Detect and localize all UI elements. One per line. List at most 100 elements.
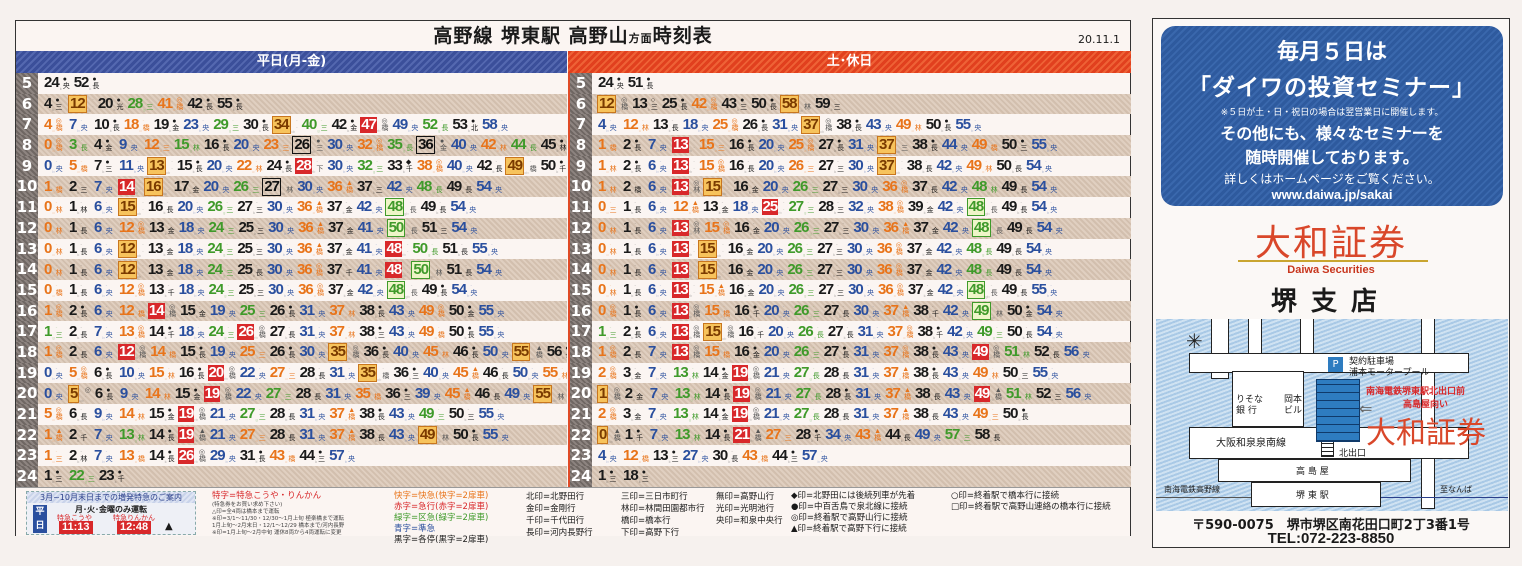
departure-minute: 14: [150, 343, 166, 361]
departure: 44 g - 長: [510, 137, 537, 153]
destination-code: 三: [784, 435, 792, 443]
departure-marks: ◎ 橋: [753, 366, 760, 380]
departure-minute: 26: [742, 115, 758, 133]
departure: 40 b - 央: [392, 344, 419, 360]
departure-minute: 27: [823, 301, 840, 319]
departure: 38 k ● 長: [911, 137, 938, 153]
departure-minute: 45: [444, 384, 461, 402]
destination-code: -: [693, 248, 695, 255]
mark-icon: -: [137, 428, 140, 435]
hour-label: 6: [570, 93, 592, 115]
departure: 26 g - 三: [793, 344, 820, 360]
destination-code: 三: [376, 166, 384, 174]
mark-icon: ▲: [471, 365, 479, 373]
departure: 57 b - 央: [801, 447, 828, 464]
departure-minute: 21: [765, 384, 782, 402]
train-type-code: b: [656, 169, 659, 175]
mark-icon: -: [146, 97, 149, 104]
departure-minute: 1: [44, 301, 52, 319]
train-type-code: k: [437, 293, 440, 299]
departure-marks: - 林: [985, 159, 992, 173]
weekday-header: 平日(月-金): [16, 51, 567, 73]
train-type-code: b: [656, 272, 659, 278]
departure-marks: - 林: [436, 263, 443, 277]
departure-marks: ◎ 橋: [56, 304, 63, 318]
departure-minute: 18: [623, 467, 639, 485]
departure-minute: 31: [772, 115, 788, 133]
departure-marks: - -: [92, 97, 94, 111]
departure-marks: - 央: [229, 304, 236, 318]
mark-icon: ◎: [55, 345, 62, 353]
departure-marks: - 央: [348, 449, 355, 463]
departure-marks: - 長: [731, 449, 738, 463]
departure-minute: 54: [476, 260, 492, 278]
train-type-code: k: [374, 417, 377, 423]
mark-icon: -: [375, 179, 378, 186]
departure: 19 rb ◎ 橋: [177, 406, 206, 423]
mark-icon: -: [659, 159, 662, 166]
train-type-code: b: [102, 189, 105, 195]
train-type-code: k: [633, 396, 636, 402]
mark-icon: -: [837, 159, 839, 166]
destination-code: 央: [1082, 352, 1090, 360]
train-type-code: k: [744, 293, 747, 299]
mark-icon: -: [87, 469, 90, 476]
departure-marks: - 央: [198, 283, 205, 297]
departure-minute: 38: [917, 322, 933, 340]
destination-code: -: [722, 248, 724, 255]
destination-code: 林: [641, 124, 649, 132]
mark-icon: -: [961, 345, 964, 352]
destination-code: 三: [807, 290, 815, 298]
departure-marks: - 央: [406, 180, 413, 194]
website-link[interactable]: www.daiwa.jp/sakai: [1271, 187, 1393, 202]
mark-icon: -: [55, 324, 58, 331]
mark-icon: -: [803, 97, 806, 104]
destination-code: 央: [130, 145, 138, 153]
mark-icon: -: [80, 200, 83, 207]
destination-code: 金: [193, 393, 201, 401]
destination-code: 光: [116, 104, 124, 112]
mark-icon: -: [747, 159, 750, 166]
departure-minute: 1: [623, 198, 631, 216]
destination-code: -: [693, 269, 695, 276]
departure: 6 b - 央: [647, 220, 669, 236]
departure-minute: 53: [452, 115, 468, 133]
departure: 31 b - 央: [324, 385, 351, 402]
train-type-code: b: [869, 313, 872, 319]
destination-code: 央: [490, 248, 498, 256]
hour-label: 15: [570, 279, 592, 301]
train-type-code: rb: [688, 189, 693, 195]
departure-marks: - 林: [642, 118, 649, 132]
departure: 6 k ● 長: [93, 364, 115, 381]
mark-icon: -: [717, 138, 720, 145]
destination-code: 央: [751, 207, 759, 215]
departure-minute: 20: [763, 219, 780, 237]
destination-code: 三: [288, 372, 296, 380]
mark-icon: -: [1054, 386, 1057, 393]
train-type-code: o: [988, 417, 991, 423]
destination-code: 央: [501, 435, 509, 443]
train-type-code: g: [688, 375, 691, 381]
train-type-code: k: [766, 107, 769, 113]
departure-marks: ● 三: [55, 469, 62, 483]
departure-marks: ▲ 橋: [902, 407, 909, 421]
train-type-code: k: [468, 355, 471, 361]
mark-icon: -: [345, 241, 348, 248]
destination-code: 央: [225, 166, 233, 174]
parking-icon: P: [1328, 357, 1343, 372]
destination-code: 央: [105, 414, 113, 422]
train-type-code: o: [160, 396, 163, 402]
block: [1251, 482, 1381, 507]
mark-icon: ◎: [717, 159, 724, 167]
departure-minute: 37: [885, 384, 901, 402]
departure-marks: ● 長: [440, 283, 447, 297]
destination-code: 長: [80, 331, 88, 339]
mark-icon: ●: [740, 97, 745, 105]
destination-code: 林: [691, 372, 699, 380]
phone-number[interactable]: TEL:072-223-8850: [1267, 530, 1395, 547]
train-type-code: b: [781, 396, 784, 402]
mark-icon: -: [288, 428, 291, 435]
departure: 50 k - 長: [1006, 323, 1033, 340]
mark-icon: -: [955, 262, 958, 269]
